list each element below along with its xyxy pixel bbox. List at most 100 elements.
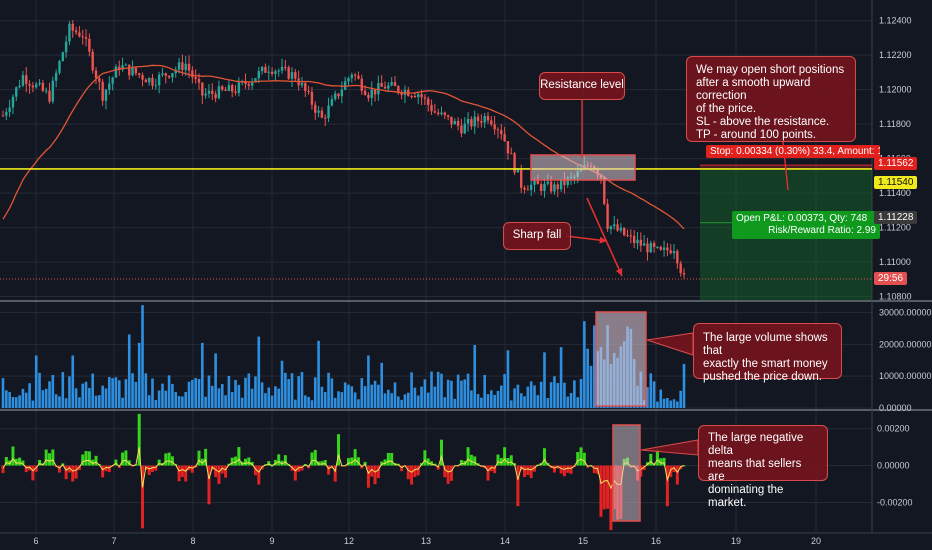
volume-bar <box>108 377 111 408</box>
volume-bar <box>5 390 8 408</box>
volume-bar <box>117 380 121 408</box>
volume-bar <box>294 399 297 408</box>
candle-body <box>78 32 81 37</box>
candle-body <box>167 75 171 78</box>
candle-body <box>623 227 626 236</box>
volume-bar <box>669 400 673 408</box>
candle-body <box>397 86 400 93</box>
candle-body <box>613 224 616 227</box>
candle-body <box>68 23 71 42</box>
volume-bar <box>679 390 682 408</box>
delta-bar <box>164 453 168 466</box>
candle-body <box>94 70 98 79</box>
delta-bar <box>157 459 161 466</box>
delta-bar <box>57 465 61 473</box>
delta-bar <box>170 456 174 466</box>
delta-bar <box>642 465 646 471</box>
volume-bar <box>363 386 367 408</box>
candle-body <box>370 89 373 99</box>
candle-body <box>164 73 167 76</box>
delta-bar <box>559 465 563 474</box>
delta-bar <box>147 465 151 476</box>
candle-body <box>340 89 344 97</box>
candle-body <box>523 187 526 190</box>
price-tick-label: 1.10800 <box>879 292 912 302</box>
candle-body <box>410 95 413 97</box>
delta-bar <box>220 465 224 474</box>
delta-bar <box>18 457 22 466</box>
volume-bar <box>426 392 430 408</box>
delta-bar <box>446 465 450 484</box>
volume-bar <box>84 381 88 408</box>
volume-bar <box>526 386 530 408</box>
candle-body <box>64 41 68 53</box>
volume-bar <box>74 388 78 408</box>
volume-bar <box>470 390 473 408</box>
candle-body <box>510 153 513 155</box>
candle-body <box>15 87 18 97</box>
price-tick-label: 1.12400 <box>879 16 912 26</box>
volume-bar <box>98 395 101 408</box>
candle-body <box>543 183 546 192</box>
delta-bar <box>592 465 596 474</box>
risk-reward-line: Risk/Reward Ratio: 2.99 <box>768 225 876 236</box>
volume-bar <box>566 396 570 408</box>
delta-bar <box>383 459 387 466</box>
delta-tick-label: 0.00200 <box>877 424 910 434</box>
volume-tick-label: 10000.00000 <box>879 371 932 381</box>
volume-bar <box>499 385 503 408</box>
candle-body <box>662 247 666 250</box>
volume-bar <box>553 376 556 408</box>
candle-body <box>363 90 367 95</box>
delta-bar <box>439 439 443 466</box>
plan-line: TP - around 100 points. <box>696 129 816 141</box>
candle-body <box>8 107 11 112</box>
volume-bar <box>227 375 231 408</box>
delta-bar <box>582 452 586 466</box>
delta-tick-label: -0.00200 <box>877 497 913 507</box>
volume-bar <box>230 392 234 408</box>
delta-bar <box>486 465 490 481</box>
candle-body <box>520 169 523 188</box>
candle-body <box>616 224 619 231</box>
delta-bar <box>190 465 194 473</box>
candle-body <box>460 125 463 134</box>
delta-bar <box>94 455 98 466</box>
candle-body <box>111 77 114 84</box>
volume-tick-label: 0.00000 <box>879 403 912 413</box>
delta-bar <box>234 456 238 466</box>
candle-body <box>639 239 643 246</box>
candle-body <box>483 115 486 123</box>
candle-body <box>231 85 234 92</box>
candle-body <box>204 93 207 96</box>
volume-bar <box>413 387 417 408</box>
delta-bar <box>87 451 91 466</box>
volume-bar <box>31 400 35 408</box>
delta-bar <box>523 465 527 478</box>
delta-bar <box>333 465 337 482</box>
volume-bar <box>556 382 560 408</box>
volume-bar <box>177 396 181 408</box>
delta-bar <box>277 454 281 466</box>
volume-bar <box>194 377 197 408</box>
candle-body <box>400 92 403 96</box>
volume-bar <box>317 340 320 408</box>
candle-body <box>101 81 104 101</box>
candle-body <box>642 243 646 246</box>
candle-body <box>466 118 470 124</box>
candle-body <box>377 82 380 95</box>
delta-bar <box>533 465 537 472</box>
volume-bar <box>360 378 364 408</box>
delta-bar <box>21 460 25 466</box>
candle-body <box>161 73 164 75</box>
volume-bar <box>257 336 261 408</box>
volume-bar <box>423 379 427 408</box>
candle-body <box>144 79 148 83</box>
candle-body <box>254 78 257 82</box>
delta-bar <box>426 458 430 466</box>
candle-body <box>211 90 214 94</box>
delta-bar <box>167 452 171 466</box>
delta-callout-pointer <box>640 439 699 456</box>
candle-body <box>294 72 297 79</box>
candle-body <box>187 63 191 71</box>
